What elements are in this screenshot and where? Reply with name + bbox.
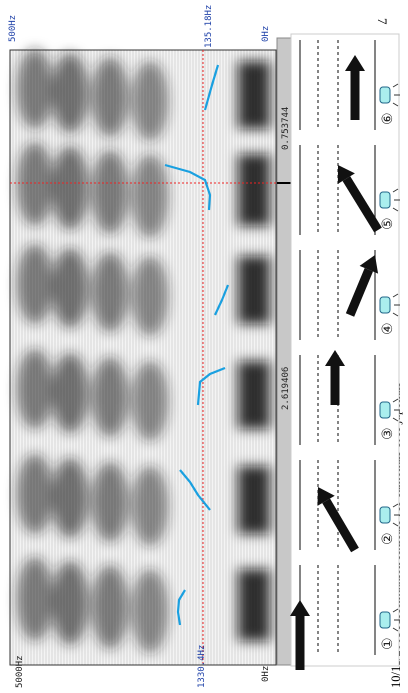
arrow-shaft <box>322 498 359 553</box>
arrow-head <box>345 55 365 71</box>
speaker-icon <box>379 86 391 104</box>
axis-label: 135.18Hz <box>204 5 214 48</box>
speaker-waves <box>392 503 400 527</box>
striations <box>10 50 276 665</box>
pattern-number: ⑤ <box>380 217 396 230</box>
arrow-head <box>325 350 345 366</box>
speaker-waves <box>392 398 400 422</box>
pitch-track <box>164 163 212 211</box>
arrow-head <box>337 165 355 184</box>
pitch-track <box>176 589 186 626</box>
speaker-icon <box>379 401 391 419</box>
pattern-number: ② <box>380 532 396 545</box>
arrow-head <box>290 600 310 616</box>
speaker-waves <box>392 293 400 317</box>
pattern-panel <box>290 33 400 667</box>
pattern-number: ④ <box>380 322 396 335</box>
spectrogram <box>9 49 277 666</box>
speaker-waves <box>392 608 400 632</box>
speaker-waves <box>392 83 400 107</box>
axis-label: 1330.4Hz <box>197 645 207 688</box>
axis-label: 5000Hz <box>15 655 25 688</box>
pitch-track <box>214 284 230 316</box>
axis-label: 0Hz <box>261 666 271 682</box>
time-label: 2.619406 <box>281 367 291 410</box>
axis-label: 500Hz <box>8 15 18 42</box>
patterns: ① ② ③ ④ ⑤ ⑥ <box>290 40 400 670</box>
page-number: 7 <box>375 18 390 25</box>
axis-label: 0Hz <box>261 26 271 42</box>
pattern-number: ③ <box>380 427 396 440</box>
arrow-head <box>317 487 335 506</box>
arrow-head <box>359 255 379 274</box>
speaker-icon <box>379 296 391 314</box>
speaker-icon <box>379 191 391 209</box>
speaker-icon <box>379 506 391 524</box>
speaker-icon <box>379 611 391 629</box>
arrow-shaft <box>345 268 374 317</box>
pitch-track <box>179 469 211 511</box>
pitch-track <box>196 366 226 406</box>
pattern-number: ⑥ <box>380 112 396 125</box>
arrow-shaft <box>342 176 382 233</box>
time-label: 0.753744 <box>281 107 291 150</box>
pitch-track <box>203 64 220 111</box>
speaker-waves <box>392 188 400 212</box>
pattern-number: ① <box>380 637 396 650</box>
